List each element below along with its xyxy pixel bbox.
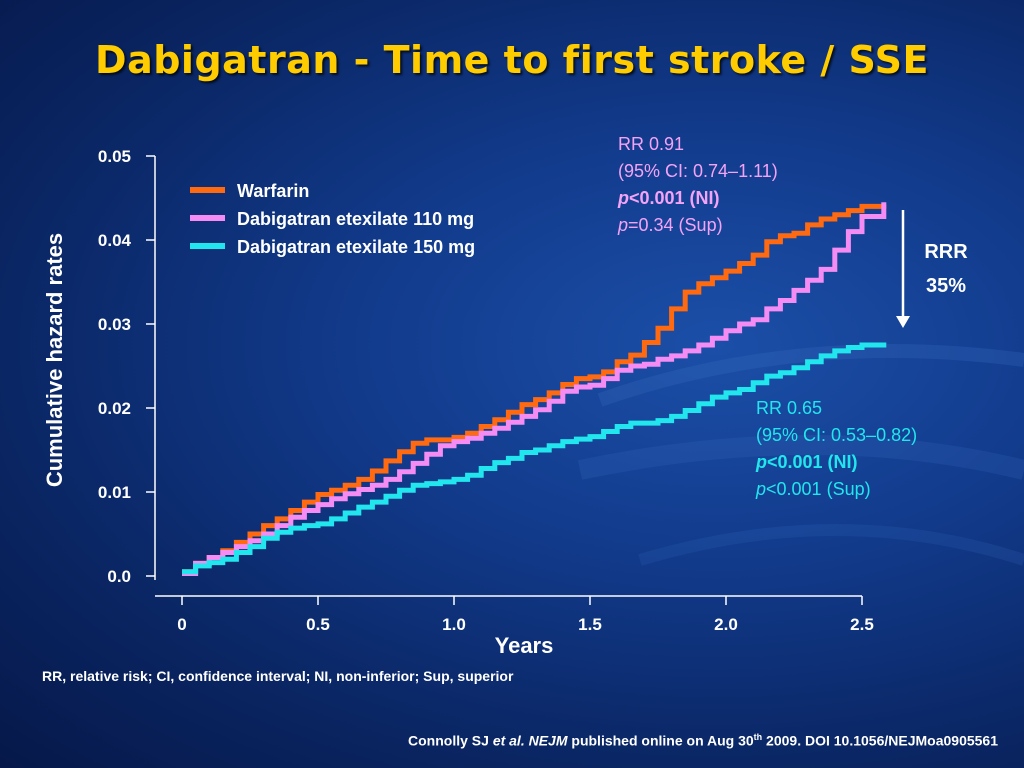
rrr-label: RRR (924, 241, 968, 263)
series-line-dabigatran-150 (182, 342, 887, 575)
y-axis-title: Cumulative hazard rates (42, 233, 67, 487)
chart-axes: 0.0 0.01 0.02 0.03 0.04 0.05 0 0.5 1.0 1.5 2.0 2.5 Y… (42, 147, 874, 658)
annotation-rr-110-line1: RR 0.91 (618, 134, 684, 154)
x-tick-label: 1.0 (442, 615, 466, 634)
annotation-rr-150-line4: p<0.001 (Sup) (755, 479, 871, 499)
annotation-rr-110-line4: p=0.34 (Sup) (617, 215, 723, 235)
footnote: RR, relative risk; CI, confidence interv… (42, 668, 514, 684)
x-tick-label: 0.5 (306, 615, 330, 634)
annotation-rr-110-line2: (95% CI: 0.74–1.11) (618, 161, 778, 181)
x-axis-title: Years (495, 633, 554, 658)
annotation-rr-150-line3: p<0.001 (NI) (755, 452, 858, 472)
annotation-rr-150-line1: RR 0.65 (756, 398, 822, 418)
y-tick-label: 0.03 (98, 315, 131, 334)
rrr-value: 35% (926, 275, 966, 297)
rrr-annotation: RRR 35% (896, 210, 968, 328)
annotation-rr-110: RR 0.91 (95% CI: 0.74–1.11) p<0.001 (NI)… (617, 134, 778, 235)
x-tick-label: 2.5 (850, 615, 874, 634)
legend-label-dabigatran-110: Dabigatran etexilate 110 mg (237, 209, 474, 229)
x-tick-label: 2.0 (714, 615, 738, 634)
series-line-warfarin (182, 203, 887, 575)
y-tick-label: 0.04 (98, 231, 132, 250)
y-tick-label: 0.0 (107, 567, 131, 586)
legend-label-warfarin: Warfarin (237, 181, 309, 201)
y-tick-label: 0.05 (98, 147, 131, 166)
y-tick-label: 0.01 (98, 483, 131, 502)
slide-title: Dabigatran - Time to first stroke / SSE (95, 38, 929, 82)
annotation-rr-110-line3: p<0.001 (NI) (617, 188, 720, 208)
series-line-dabigatran-110 (182, 202, 887, 576)
citation: Connolly SJ et al. NEJM published online… (408, 732, 998, 749)
x-tick-label: 1.5 (578, 615, 602, 634)
chart-series (182, 202, 887, 576)
x-tick-label: 0 (177, 615, 186, 634)
chart-legend: Warfarin Dabigatran etexilate 110 mg Dab… (190, 181, 475, 257)
rrr-arrow-head-icon (896, 316, 910, 328)
annotation-rr-150: RR 0.65 (95% CI: 0.53–0.82) p<0.001 (NI)… (755, 398, 917, 499)
legend-label-dabigatran-150: Dabigatran etexilate 150 mg (237, 237, 475, 257)
y-tick-label: 0.02 (98, 399, 131, 418)
annotation-rr-150-line2: (95% CI: 0.53–0.82) (756, 425, 917, 445)
